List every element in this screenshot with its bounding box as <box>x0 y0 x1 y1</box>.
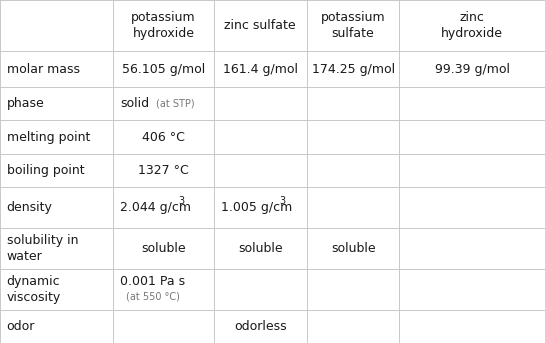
Text: zinc
hydroxide: zinc hydroxide <box>441 11 503 40</box>
Text: potassium
sulfate: potassium sulfate <box>321 11 385 40</box>
Text: 174.25 g/mol: 174.25 g/mol <box>312 62 395 75</box>
Text: melting point: melting point <box>7 131 90 144</box>
Text: 161.4 g/mol: 161.4 g/mol <box>223 62 298 75</box>
Text: 56.105 g/mol: 56.105 g/mol <box>122 62 205 75</box>
Text: 406 °C: 406 °C <box>142 131 185 144</box>
Text: phase: phase <box>7 97 44 110</box>
Text: 1.005 g/cm: 1.005 g/cm <box>221 201 292 214</box>
Text: solid: solid <box>120 97 149 110</box>
Text: soluble: soluble <box>331 242 376 255</box>
Text: 3: 3 <box>179 196 185 206</box>
Text: dynamic
viscosity: dynamic viscosity <box>7 275 61 304</box>
Text: soluble: soluble <box>238 242 282 255</box>
Text: density: density <box>7 201 52 214</box>
Text: potassium
hydroxide: potassium hydroxide <box>131 11 196 40</box>
Text: boiling point: boiling point <box>7 164 84 177</box>
Text: 1327 °C: 1327 °C <box>138 164 189 177</box>
Text: 2.044 g/cm: 2.044 g/cm <box>120 201 191 214</box>
Text: (at 550 °C): (at 550 °C) <box>126 292 180 302</box>
Text: 0.001 Pa s: 0.001 Pa s <box>120 275 185 288</box>
Text: molar mass: molar mass <box>7 62 80 75</box>
Text: soluble: soluble <box>141 242 186 255</box>
Text: (at STP): (at STP) <box>156 99 195 109</box>
Text: odorless: odorless <box>234 320 287 333</box>
Text: 3: 3 <box>280 196 286 206</box>
Text: 99.39 g/mol: 99.39 g/mol <box>435 62 510 75</box>
Text: zinc sulfate: zinc sulfate <box>225 19 296 32</box>
Text: odor: odor <box>7 320 35 333</box>
Text: solubility in
water: solubility in water <box>7 234 78 263</box>
